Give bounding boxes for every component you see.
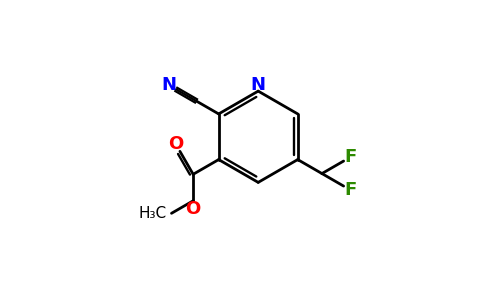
Text: H₃C: H₃C (139, 206, 167, 221)
Text: N: N (162, 76, 177, 94)
Text: O: O (168, 135, 183, 153)
Text: N: N (251, 76, 266, 94)
Text: F: F (345, 148, 357, 166)
Text: O: O (185, 200, 201, 218)
Text: F: F (345, 181, 357, 199)
